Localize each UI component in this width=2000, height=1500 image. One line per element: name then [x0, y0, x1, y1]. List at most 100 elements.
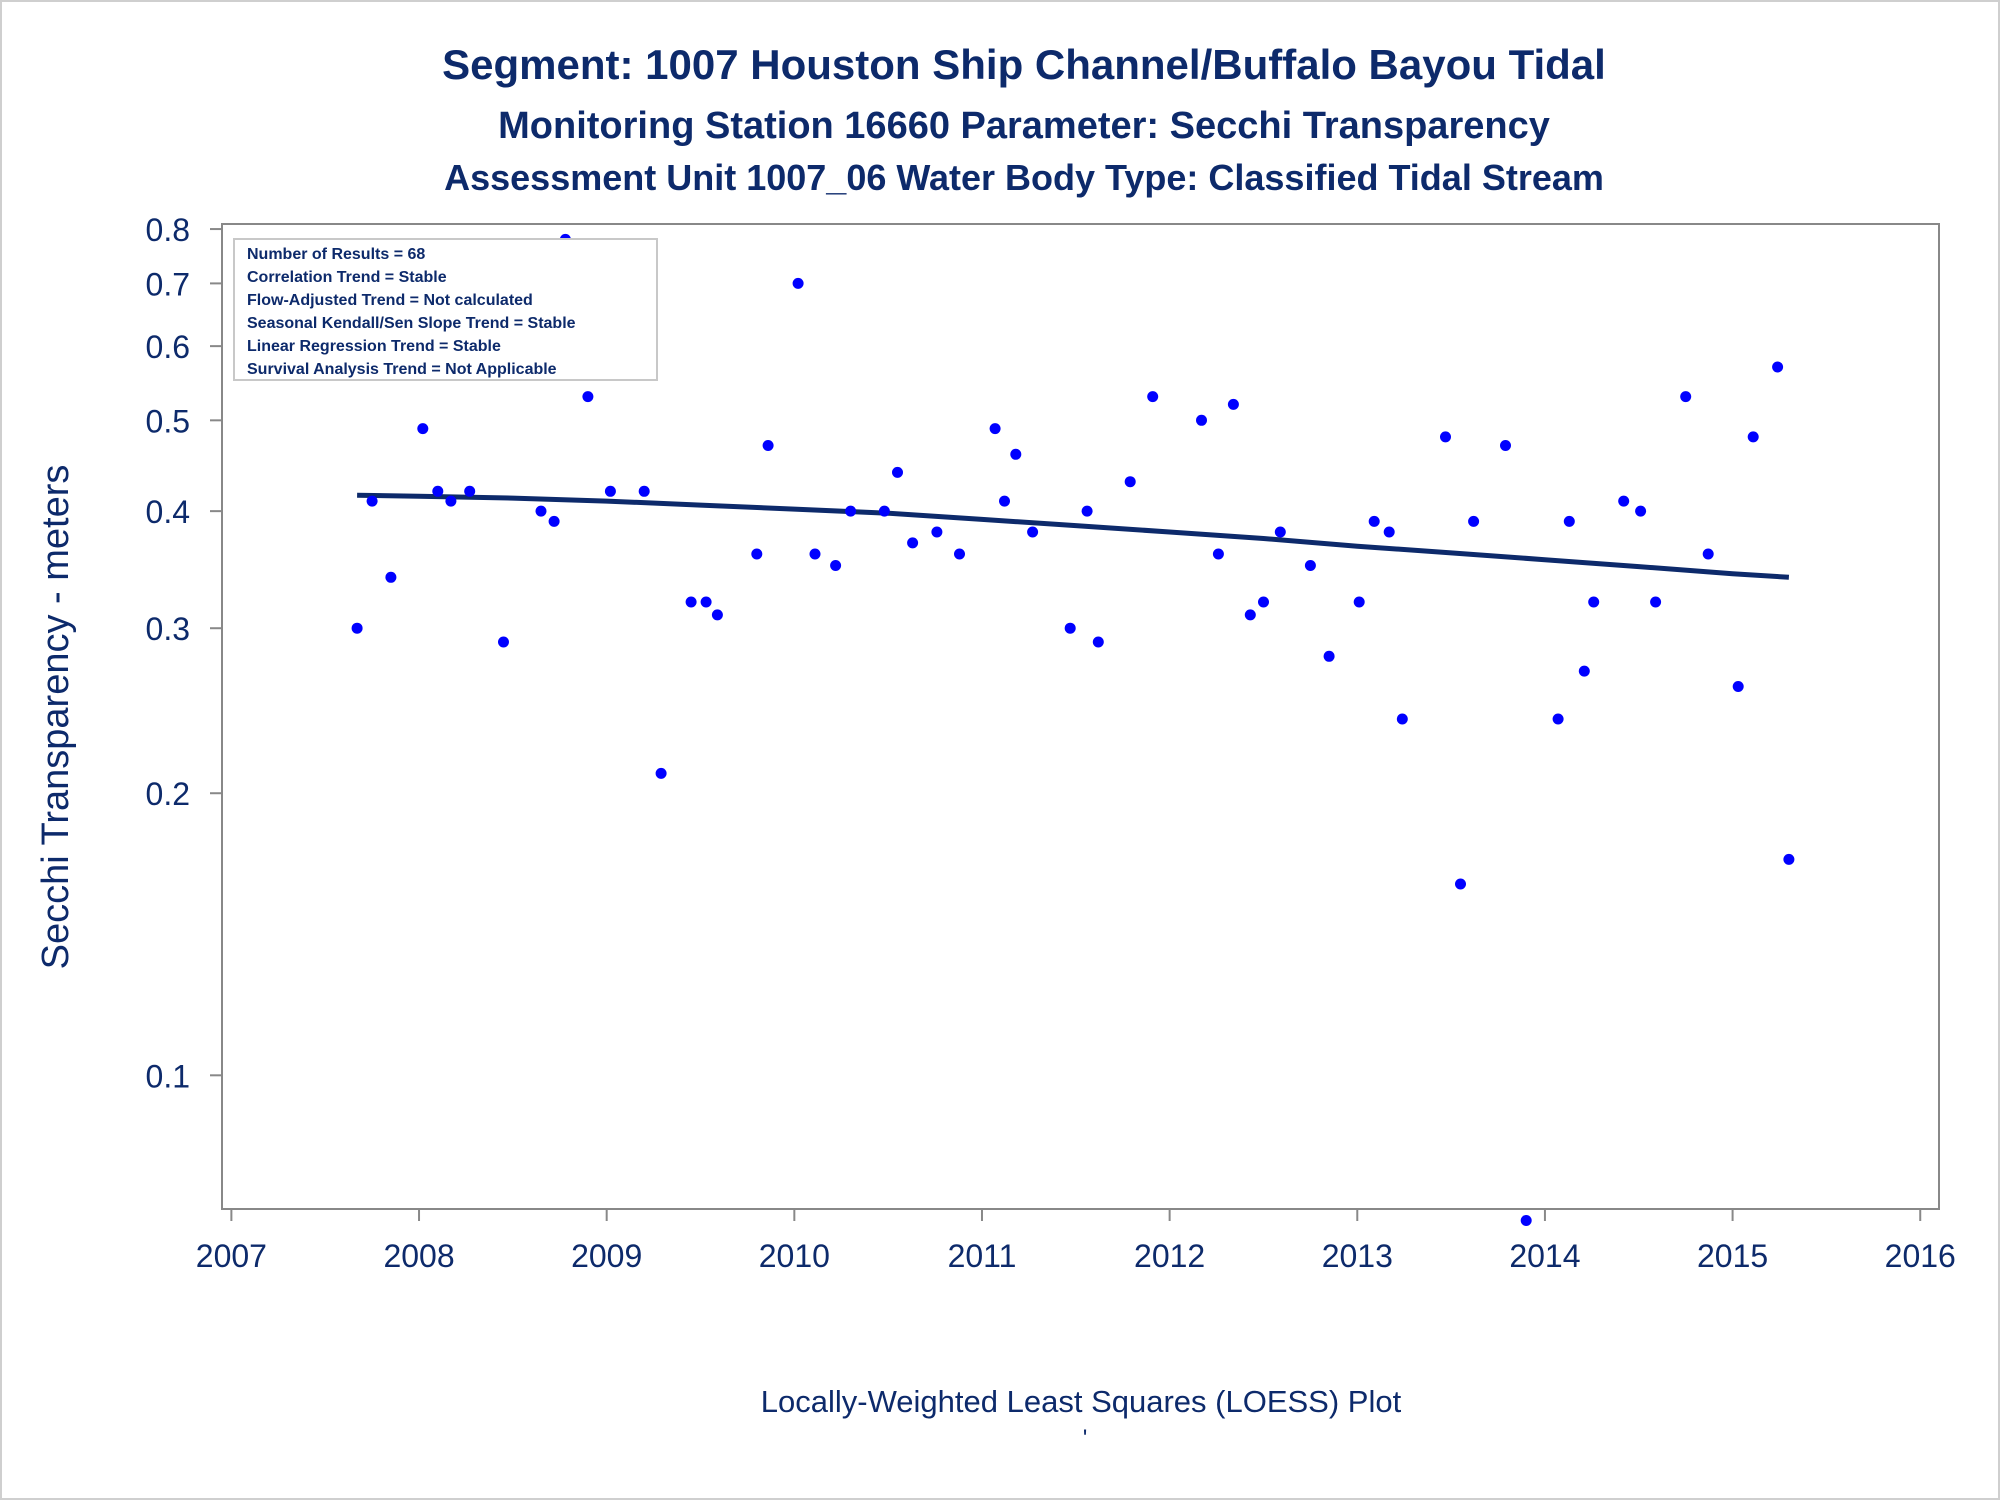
- data-point: [845, 505, 857, 517]
- x-tick-label: 2012: [1134, 1238, 1205, 1274]
- data-point: [1440, 431, 1451, 443]
- legend-line-6: Survival Analysis Trend = Not Applicable: [247, 361, 557, 378]
- x-axis: 2007 2008 2009 2010 2011 2012 2013 2014 2015 2016: [196, 1208, 1956, 1274]
- footnote: ': [1083, 1425, 1088, 1452]
- x-tick-label: 2008: [383, 1238, 454, 1274]
- data-point: [685, 596, 697, 608]
- y-tick-label: 0.1: [146, 1058, 190, 1094]
- data-point: [1702, 548, 1714, 560]
- y-tick-label: 0.8: [146, 212, 190, 248]
- data-point: [604, 485, 616, 497]
- data-point: [878, 505, 890, 517]
- data-point: [1010, 448, 1022, 460]
- data-point: [1772, 361, 1784, 373]
- trend-layer: [357, 492, 1790, 580]
- data-point: [1147, 391, 1159, 403]
- x-tick-label: 2010: [759, 1238, 830, 1274]
- data-point: [1552, 713, 1564, 725]
- data-point: [1588, 596, 1600, 608]
- data-point: [464, 485, 476, 497]
- x-tick-label: 2007: [196, 1238, 267, 1274]
- data-point: [792, 277, 804, 289]
- data-point: [907, 537, 919, 549]
- data-point: [1563, 515, 1575, 527]
- data-point: [1468, 515, 1480, 527]
- data-point: [548, 515, 560, 527]
- legend-box: Number of Results = 68 Correlation Trend…: [233, 238, 658, 381]
- x-tick-label: 2013: [1322, 1238, 1393, 1274]
- data-point: [385, 571, 397, 583]
- legend-line-2: Correlation Trend = Stable: [247, 269, 447, 286]
- data-point: [1353, 596, 1365, 608]
- data-point: [1081, 505, 1093, 517]
- data-point: [1064, 622, 1076, 634]
- data-point: [1304, 560, 1316, 571]
- data-point: [1500, 440, 1511, 451]
- data-point: [638, 485, 650, 497]
- chart-title: Segment: 1007 Houston Ship Channel/Buffa…: [442, 41, 1606, 88]
- y-tick-label: 0.6: [146, 329, 190, 365]
- legend-line-3: Flow-Adjusted Trend = Not calculated: [247, 292, 533, 309]
- data-point: [1732, 681, 1744, 692]
- data-point: [366, 495, 378, 507]
- data-point: [751, 548, 763, 560]
- data-point: [711, 609, 723, 621]
- data-point: [655, 767, 667, 779]
- data-point: [931, 526, 943, 538]
- data-point: [1650, 596, 1662, 608]
- data-point: [1027, 526, 1039, 538]
- x-tick-label: 2016: [1885, 1238, 1956, 1274]
- data-point: [1578, 665, 1590, 677]
- y-tick-label: 0.2: [146, 776, 190, 812]
- data-point: [700, 596, 712, 608]
- data-point: [1455, 878, 1466, 890]
- data-point: [809, 548, 821, 560]
- x-tick-label: 2014: [1509, 1238, 1580, 1274]
- y-tick-label: 0.3: [146, 611, 190, 647]
- data-point: [1368, 515, 1380, 527]
- chart-subtitle: Monitoring Station 16660 Parameter: Secc…: [498, 105, 1550, 147]
- chart-subtitle-2: Assessment Unit 1007_06 Water Body Type:…: [444, 157, 1604, 198]
- data-point: [1244, 609, 1256, 621]
- data-point: [1196, 414, 1207, 426]
- data-point: [445, 495, 457, 507]
- data-point: [1383, 526, 1395, 538]
- data-point: [1520, 1215, 1532, 1226]
- data-point: [1783, 853, 1795, 865]
- legend-line-4: Seasonal Kendall/Sen Slope Trend = Stabl…: [247, 315, 576, 332]
- data-point: [351, 622, 363, 634]
- data-point: [1396, 713, 1408, 725]
- data-point: [1747, 431, 1759, 443]
- data-point: [1092, 636, 1104, 648]
- data-point: [1680, 391, 1692, 403]
- x-tick-label: 2015: [1697, 1238, 1768, 1274]
- legend-line-1: Number of Results = 68: [247, 246, 425, 263]
- x-axis-label: Locally-Weighted Least Squares (LOESS) P…: [761, 1384, 1402, 1419]
- y-tick-label: 0.5: [146, 403, 190, 439]
- data-point: [762, 440, 774, 451]
- data-point: [417, 423, 429, 435]
- data-point: [954, 548, 965, 560]
- y-tick-label: 0.4: [146, 494, 190, 530]
- points-layer: [351, 233, 1795, 1226]
- legend-border: [233, 238, 658, 381]
- data-point: [892, 466, 903, 478]
- data-point: [1227, 398, 1239, 410]
- data-point: [1258, 596, 1269, 608]
- y-axis: 0.1 0.2 0.3 0.4 0.5 0.6 0.7 0.8: [146, 212, 222, 1094]
- data-point: [1212, 548, 1224, 560]
- data-point: [582, 391, 594, 403]
- data-point: [498, 636, 509, 648]
- data-point: [1618, 495, 1630, 507]
- x-tick-label: 2009: [571, 1238, 642, 1274]
- data-point: [1635, 505, 1647, 517]
- data-point: [830, 560, 842, 571]
- loess-trend-line: [357, 492, 1790, 580]
- x-tick-label: 2011: [948, 1238, 1017, 1274]
- data-point: [432, 485, 444, 497]
- data-point: [999, 495, 1010, 507]
- data-point: [1274, 526, 1286, 538]
- data-point: [535, 505, 547, 517]
- y-tick-label: 0.7: [146, 266, 190, 302]
